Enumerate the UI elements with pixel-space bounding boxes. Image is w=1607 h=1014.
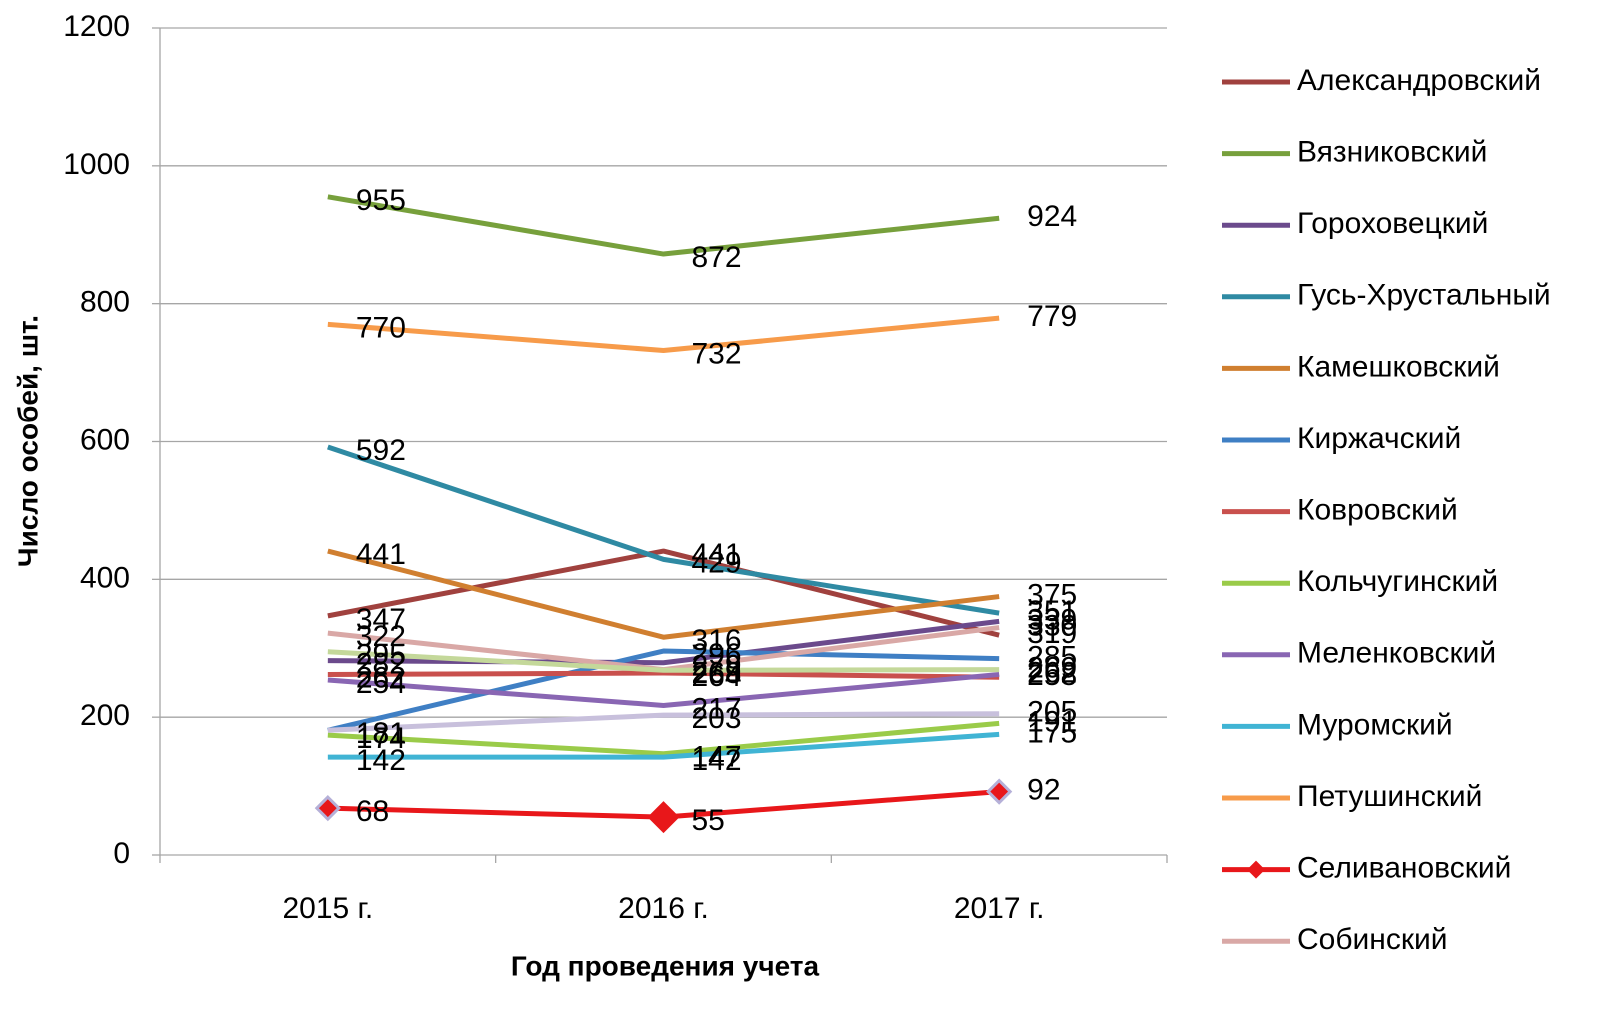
data-label: 217	[692, 692, 742, 725]
y-tick-label: 400	[80, 561, 130, 594]
legend-label: Киржачский	[1297, 422, 1461, 455]
point-marker	[314, 795, 341, 822]
data-label: 269	[1027, 652, 1077, 685]
data-label: 262	[356, 661, 406, 694]
point-marker	[986, 778, 1013, 805]
legend-label: Селивановский	[1297, 852, 1511, 885]
data-label: 92	[1027, 774, 1060, 807]
series-line	[327, 731, 1000, 760]
data-label: 339	[1027, 603, 1077, 636]
series-line	[327, 194, 1000, 257]
data-label: 319	[1027, 617, 1077, 650]
y-tick-label: 600	[80, 423, 130, 456]
data-label: 955	[356, 184, 406, 217]
x-tick-label: 2016 г.	[618, 892, 709, 925]
data-label: 347	[356, 603, 406, 636]
y-axis-label: Число особей, шт.	[12, 315, 43, 567]
legend-label: Меленковский	[1297, 637, 1496, 670]
series-line	[327, 548, 1000, 640]
y-tick-label: 800	[80, 286, 130, 319]
data-label: 592	[356, 434, 406, 467]
data-label: 269	[692, 657, 742, 690]
data-label: 282	[356, 648, 406, 681]
data-label: 142	[692, 744, 742, 777]
data-label: 322	[356, 620, 406, 653]
data-label: 55	[692, 804, 725, 837]
series-line	[327, 711, 1000, 733]
legend-label: Александровский	[1297, 64, 1541, 97]
legend-label: Петушинский	[1297, 780, 1482, 813]
data-label: 262	[1027, 656, 1077, 689]
data-label: 279	[692, 650, 742, 683]
data-label: 779	[1027, 300, 1077, 333]
y-tick-label: 200	[80, 699, 130, 732]
data-label: 147	[692, 741, 742, 774]
y-tick-label: 0	[113, 837, 130, 870]
legend-label: Вязниковский	[1297, 136, 1487, 169]
data-label: 181	[356, 717, 406, 750]
data-label: 285	[1027, 641, 1077, 674]
data-label: 441	[356, 538, 406, 571]
data-label: 732	[692, 337, 742, 370]
legend-label: Гусь-Хрустальный	[1297, 279, 1551, 312]
legend-label: Собинский	[1297, 923, 1448, 956]
data-label: 205	[1027, 696, 1077, 729]
series-line	[327, 670, 1000, 680]
x-tick-label: 2017 г.	[954, 892, 1045, 925]
data-label: 264	[692, 660, 742, 693]
legend-label: Кольчугинский	[1297, 565, 1498, 598]
data-label: 258	[1027, 659, 1077, 692]
data-label: 203	[692, 702, 742, 735]
data-label: 872	[692, 241, 742, 274]
point-marker	[647, 801, 680, 834]
data-label: 770	[356, 311, 406, 344]
series-line	[327, 315, 1000, 354]
data-label: 175	[1027, 716, 1077, 749]
series-line	[327, 671, 1000, 708]
data-label: 191	[1027, 705, 1077, 738]
series-line	[327, 444, 1000, 616]
x-tick-label: 2015 г.	[282, 892, 373, 925]
data-label: 268	[692, 657, 742, 690]
legend-label: Гороховецкий	[1297, 207, 1488, 240]
data-label: 441	[692, 538, 742, 571]
data-label: 181	[356, 717, 406, 750]
series-line	[327, 649, 1000, 673]
data-label: 429	[692, 546, 742, 579]
data-label: 254	[356, 667, 406, 700]
legend-marker	[1247, 860, 1265, 879]
legend-label: Муромский	[1297, 708, 1453, 741]
data-label: 351	[1027, 595, 1077, 628]
legend-label: Ковровский	[1297, 494, 1458, 527]
data-label: 296	[692, 638, 742, 671]
x-axis-label: Год проведения учета	[511, 950, 820, 981]
series-line	[327, 720, 1000, 757]
data-label: 174	[356, 722, 406, 755]
series-line	[327, 618, 1000, 666]
data-label: 330	[1027, 609, 1077, 642]
data-label: 295	[356, 639, 406, 672]
data-label: 316	[692, 624, 742, 657]
data-label: 68	[356, 795, 389, 828]
series-line	[327, 548, 1000, 638]
y-tick-label: 1200	[63, 10, 130, 43]
data-label: 924	[1027, 200, 1077, 233]
data-label: 375	[1027, 578, 1077, 611]
legend-label: Камешковский	[1297, 350, 1500, 383]
series-line	[327, 648, 1000, 733]
y-tick-label: 1000	[63, 148, 130, 181]
data-label: 142	[356, 744, 406, 777]
